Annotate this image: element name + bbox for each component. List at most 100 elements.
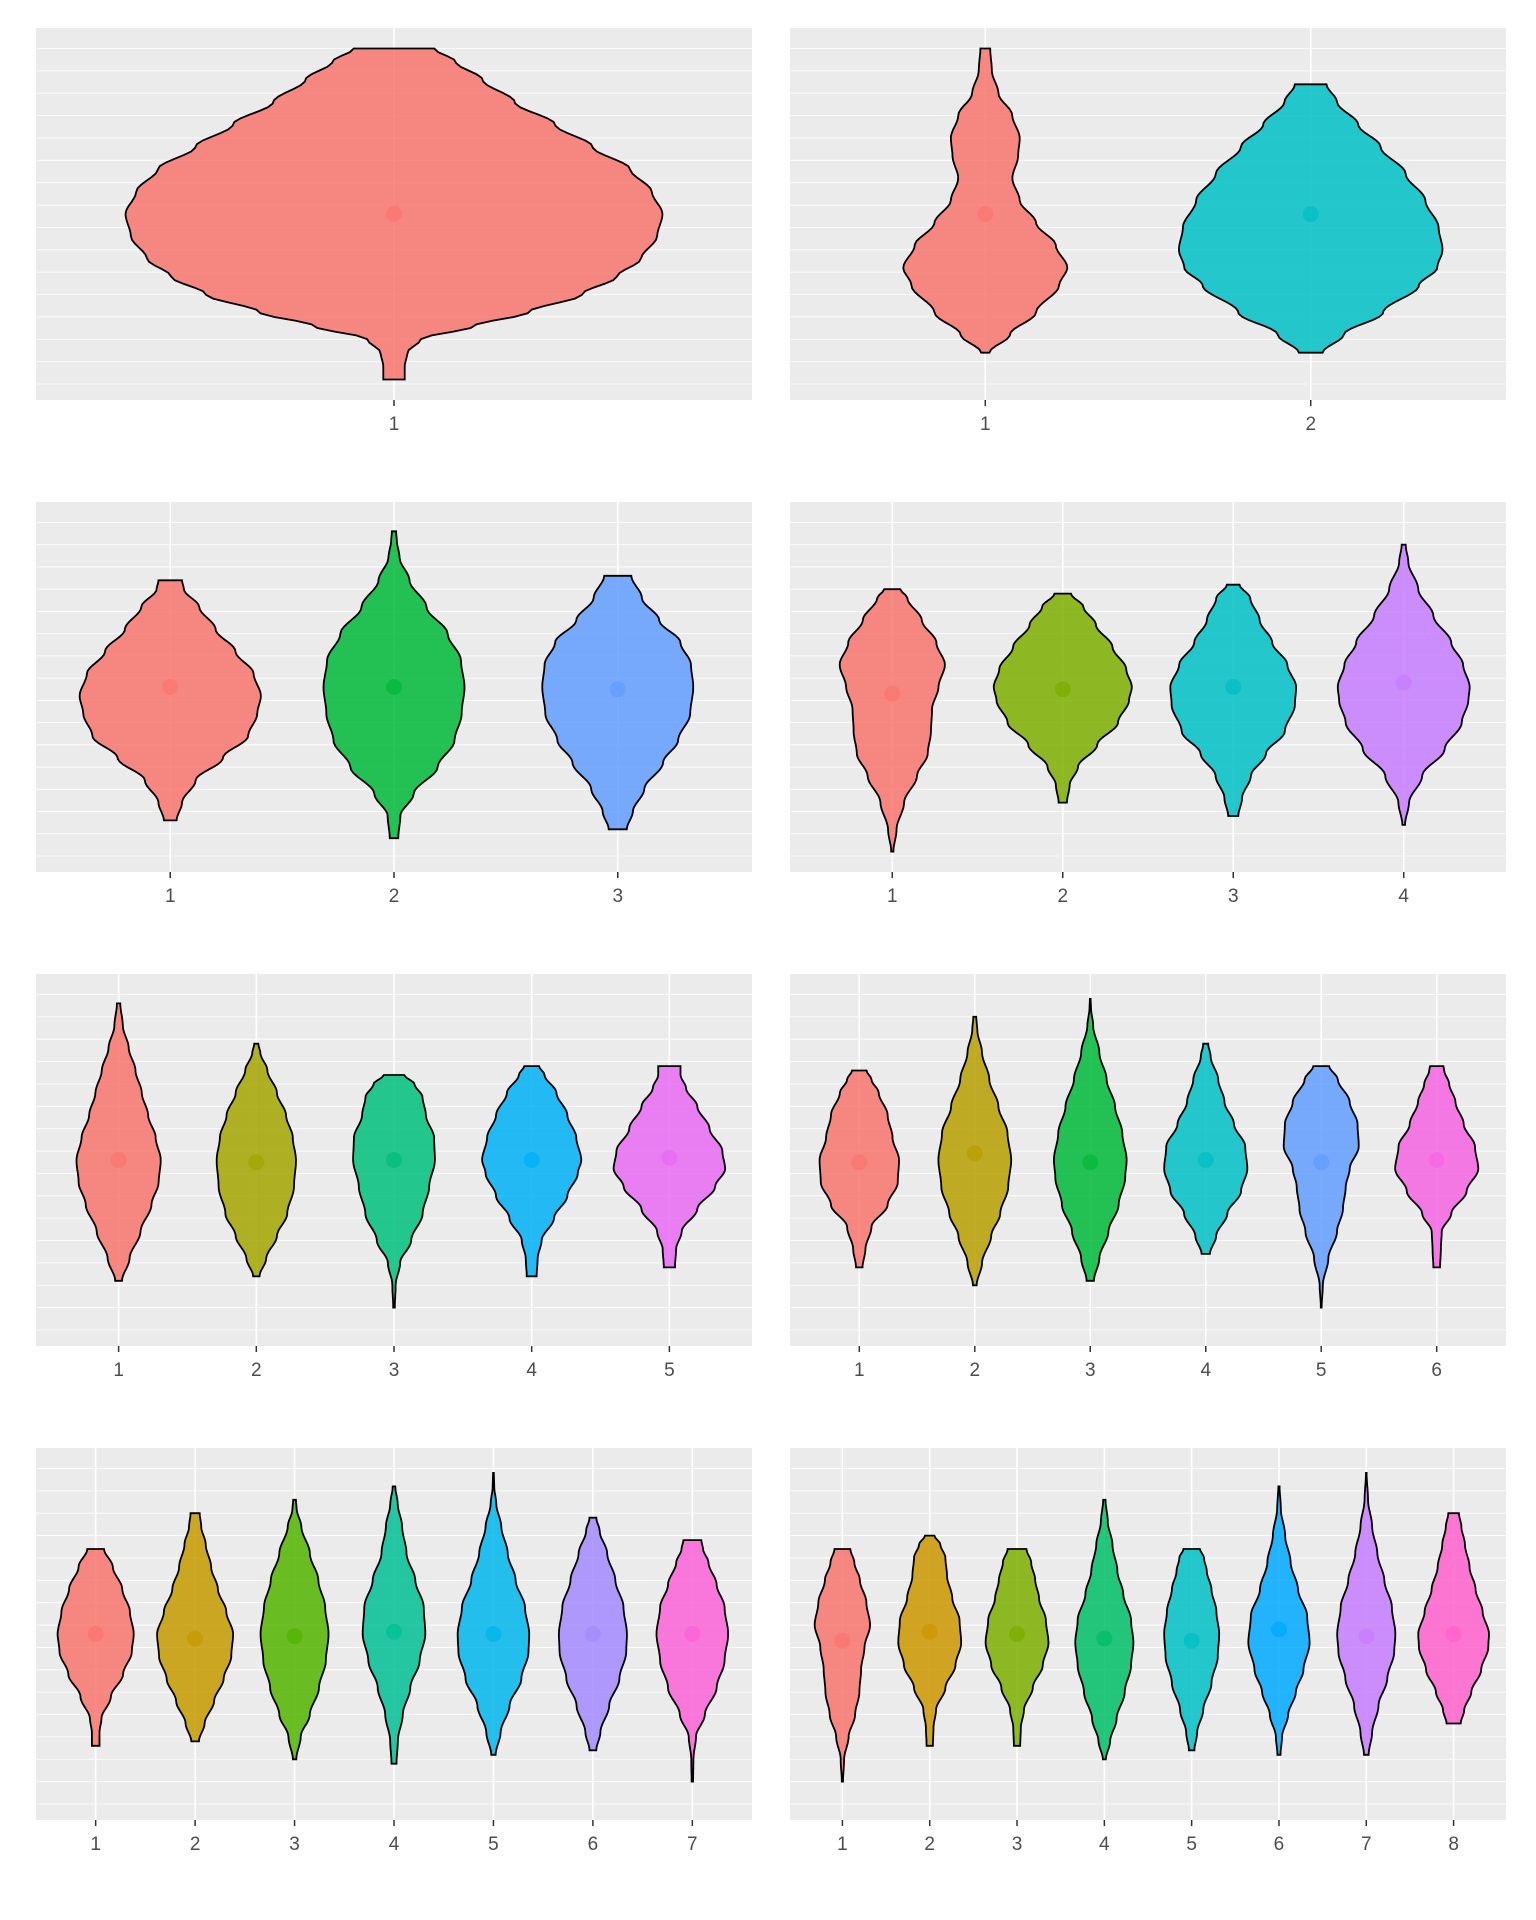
- mean-point-4: [523, 1152, 540, 1168]
- violin-6: [1247, 1485, 1311, 1756]
- x-tick-label: 4: [1099, 1834, 1110, 1855]
- chart-panel-7: 1 2 3 4 5 6 7: [36, 1448, 752, 1855]
- x-tick-label: 7: [1361, 1834, 1372, 1855]
- mean-point-3: [609, 681, 626, 698]
- mean-point-7: [684, 1626, 701, 1642]
- violin-1: [902, 47, 1069, 354]
- x-tick-label: 3: [1085, 1360, 1096, 1381]
- x-tick-label: 5: [1186, 1834, 1197, 1855]
- mean-point-3: [1082, 1154, 1099, 1171]
- x-tick-label: 1: [90, 1834, 101, 1855]
- x-tick-label: 4: [526, 1360, 537, 1381]
- mean-point-3: [1009, 1626, 1026, 1642]
- mean-point-5: [1183, 1632, 1200, 1649]
- mean-point-2: [966, 1145, 983, 1162]
- x-tick-label: 2: [924, 1834, 935, 1855]
- x-tick-label: 2: [190, 1834, 201, 1855]
- x-tick-label: 3: [1012, 1834, 1023, 1855]
- violin-1: [75, 1002, 162, 1282]
- mean-point-1: [851, 1154, 868, 1171]
- mean-point-2: [248, 1154, 265, 1171]
- x-tick-label: 1: [887, 886, 898, 907]
- mean-point-6: [1270, 1621, 1287, 1638]
- chart-panel-5: 1 2 3 4 5: [36, 974, 752, 1381]
- mean-point-1: [110, 1152, 127, 1168]
- mean-point-1: [834, 1632, 851, 1649]
- x-tick-label: 1: [113, 1360, 124, 1381]
- mean-point-2: [921, 1623, 938, 1640]
- mean-point-4: [1096, 1630, 1113, 1647]
- violin-2: [992, 592, 1133, 804]
- mean-point-4: [1395, 674, 1412, 691]
- panel-background: [790, 974, 1506, 1346]
- x-tick-label: 3: [1228, 886, 1239, 907]
- violin-2: [897, 1534, 962, 1747]
- violin-3: [541, 574, 695, 831]
- x-tick-label: 4: [1398, 886, 1409, 907]
- violin-7: [1336, 1472, 1397, 1756]
- violin-8: [1417, 1512, 1490, 1725]
- mean-point-1: [977, 206, 994, 222]
- mean-point-5: [485, 1626, 502, 1642]
- violin-5: [456, 1472, 531, 1756]
- mean-point-2: [1302, 206, 1319, 222]
- chart-panel-3: 1 2 3: [36, 502, 752, 907]
- x-tick-label: 2: [969, 1360, 980, 1381]
- mean-point-3: [286, 1628, 303, 1645]
- x-tick-label: 6: [1274, 1834, 1285, 1855]
- mean-point-3: [1225, 679, 1242, 695]
- mean-point-3: [386, 1152, 402, 1168]
- x-tick-label: 3: [612, 886, 623, 907]
- x-tick-label: 2: [389, 886, 400, 907]
- violin-1: [78, 579, 262, 822]
- violin-3: [984, 1548, 1050, 1747]
- chart-panel-6: 1 2 3 4 5 6: [790, 974, 1506, 1381]
- chart-panel-1: 1: [36, 28, 752, 435]
- mean-point-2: [1054, 681, 1071, 698]
- mean-point-4: [386, 1623, 402, 1640]
- violin-4: [1163, 1042, 1249, 1255]
- x-tick-label: 1: [980, 414, 991, 435]
- violin-5: [1163, 1548, 1221, 1752]
- mean-point-8: [1445, 1626, 1462, 1642]
- violin-1: [813, 1548, 872, 1783]
- violin-1: [838, 588, 946, 853]
- violin-7: [655, 1539, 730, 1783]
- x-tick-label: 1: [165, 886, 176, 907]
- violin-4: [481, 1065, 583, 1278]
- mean-point-1: [884, 685, 901, 702]
- x-tick-label: 3: [289, 1834, 300, 1855]
- mean-point-1: [87, 1626, 104, 1642]
- x-tick-label: 2: [1305, 414, 1316, 435]
- x-tick-label: 4: [389, 1834, 400, 1855]
- violin-4: [1074, 1498, 1135, 1761]
- x-tick-label: 1: [389, 414, 400, 435]
- mean-point-6: [584, 1626, 601, 1642]
- x-tick-label: 7: [687, 1834, 698, 1855]
- violin-3: [1053, 998, 1128, 1282]
- x-tick-label: 5: [1316, 1360, 1327, 1381]
- x-tick-label: 8: [1448, 1834, 1459, 1855]
- mean-point-4: [1197, 1152, 1214, 1168]
- x-tick-label: 3: [389, 1360, 400, 1381]
- x-tick-label: 6: [588, 1834, 599, 1855]
- mean-point-2: [187, 1630, 204, 1647]
- chart-panel-8: 1 2 3 4 5 6 7 8: [790, 1448, 1506, 1855]
- x-tick-label: 2: [1057, 886, 1068, 907]
- x-tick-label: 1: [837, 1834, 848, 1855]
- x-tick-label: 4: [1200, 1360, 1211, 1381]
- violin-3: [1169, 583, 1298, 817]
- panel-background: [790, 1448, 1506, 1820]
- mean-point-5: [661, 1149, 678, 1166]
- mean-point-1: [162, 679, 179, 695]
- mean-point-6: [1428, 1152, 1445, 1168]
- chart-panel-4: 1 2 3 4: [790, 502, 1506, 907]
- mean-point-7: [1358, 1628, 1375, 1645]
- x-tick-label: 1: [854, 1360, 865, 1381]
- mean-point-5: [1313, 1154, 1330, 1171]
- violin-5: [1282, 1065, 1360, 1309]
- x-tick-label: 6: [1431, 1360, 1442, 1381]
- violin-3: [352, 1074, 436, 1309]
